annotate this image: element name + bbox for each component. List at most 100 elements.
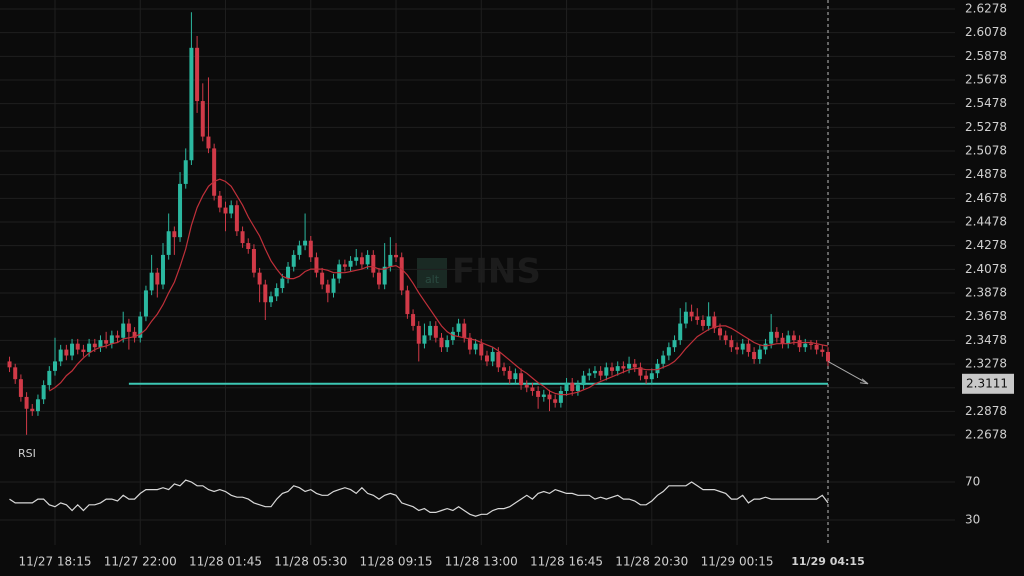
candle-body <box>115 335 120 338</box>
candle-body <box>570 382 575 392</box>
candle-body <box>672 340 677 348</box>
candle-body <box>206 136 211 149</box>
candle-body <box>104 340 109 344</box>
price-label-box <box>962 373 1014 394</box>
x-tick-label: 11/29 00:15 <box>701 555 774 569</box>
candle-body <box>791 335 796 341</box>
candle-body <box>655 363 660 374</box>
candle-body <box>7 361 12 368</box>
y-tick-label: 2.5278 <box>965 120 1007 134</box>
candle-body <box>297 245 302 255</box>
y-tick-label: 2.5678 <box>965 73 1007 87</box>
candle-body <box>331 278 336 293</box>
y-tick-label: 2.2878 <box>965 404 1007 418</box>
y-tick-label: 2.3478 <box>965 333 1007 347</box>
x-tick-label: 11/28 16:45 <box>530 555 603 569</box>
candle-body <box>121 323 126 338</box>
candle-body <box>126 323 131 332</box>
candle-body <box>274 288 279 297</box>
candle-body <box>661 355 666 364</box>
x-tick-label: 11/28 05:30 <box>274 555 347 569</box>
candle-body <box>87 343 92 352</box>
candle-body <box>774 331 779 338</box>
candle-body <box>740 343 745 350</box>
candle-body <box>803 343 808 348</box>
candle-body <box>598 370 603 376</box>
candle-body <box>581 375 586 386</box>
candle-body <box>365 254 370 265</box>
candle-body <box>149 272 154 291</box>
moving-average <box>48 178 829 396</box>
candle-body <box>359 257 364 265</box>
candle-body <box>456 323 461 332</box>
candle-body <box>98 340 103 348</box>
candle-body <box>257 272 262 285</box>
candle-body <box>547 394 552 400</box>
candle-body <box>820 349 825 352</box>
candle-body <box>712 316 717 329</box>
y-tick-label: 2.4478 <box>965 215 1007 229</box>
rsi-line <box>9 479 829 517</box>
candle-body <box>155 272 160 285</box>
candle-body <box>166 231 171 255</box>
candle-body <box>286 266 291 279</box>
candle-body <box>416 325 421 344</box>
candle-body <box>678 323 683 341</box>
candle-body <box>138 316 143 338</box>
candle-body <box>234 205 239 232</box>
y-tick-label: 2.6078 <box>965 25 1007 39</box>
candle-body <box>826 351 830 362</box>
candle-body <box>786 335 791 344</box>
y-tick-label: 2.3878 <box>965 286 1007 300</box>
candle-body <box>132 331 137 338</box>
candle-body <box>382 266 387 285</box>
candle-body <box>530 387 535 392</box>
arrow-head <box>859 378 869 385</box>
candle-body <box>212 148 217 196</box>
candle-body <box>75 343 80 350</box>
candle-body <box>24 396 29 409</box>
x-tick-label: 11/28 20:30 <box>615 555 688 569</box>
candle-body <box>64 349 69 356</box>
candle-body <box>47 370 52 386</box>
candle-body <box>723 335 728 341</box>
candle-body <box>666 347 671 356</box>
candle-body <box>553 399 558 403</box>
candle-body <box>695 316 700 320</box>
candle-body <box>808 343 813 345</box>
y-tick-label: 2.5078 <box>965 144 1007 158</box>
candle-body <box>200 101 205 137</box>
candle-body <box>53 361 57 371</box>
candle-body <box>490 351 495 362</box>
candle-body <box>376 272 381 285</box>
candle-body <box>496 351 501 368</box>
candle-body <box>604 367 609 376</box>
y-tick-label: 2.3278 <box>965 357 1007 371</box>
candle-body <box>422 335 427 344</box>
candle-body <box>507 370 512 380</box>
candle-body <box>325 284 330 293</box>
rsi-title: RSI <box>18 447 36 460</box>
y-tick-label: 2.3678 <box>965 309 1007 323</box>
rsi-tick-label: 70 <box>965 475 980 489</box>
candle-body <box>280 278 285 289</box>
y-tick-label: 2.4678 <box>965 191 1007 205</box>
candle-body <box>519 373 524 386</box>
candle-body <box>223 207 228 214</box>
candle-body <box>195 47 200 102</box>
candle-body <box>479 343 484 356</box>
candle-body <box>70 343 75 356</box>
candle-body <box>388 254 393 267</box>
candle-body <box>348 260 353 267</box>
price-label: 2.3111 <box>966 376 1008 390</box>
candle-body <box>240 231 245 244</box>
candle-body <box>541 394 546 397</box>
candle-body <box>394 254 399 258</box>
y-tick-label: 2.6278 <box>965 1 1007 15</box>
y-tick-label: 2.4878 <box>965 167 1007 181</box>
candle-body <box>354 257 359 261</box>
candle-body <box>462 323 467 338</box>
candle-body <box>439 337 444 348</box>
candle-body <box>746 343 751 352</box>
candle-body <box>35 399 40 412</box>
